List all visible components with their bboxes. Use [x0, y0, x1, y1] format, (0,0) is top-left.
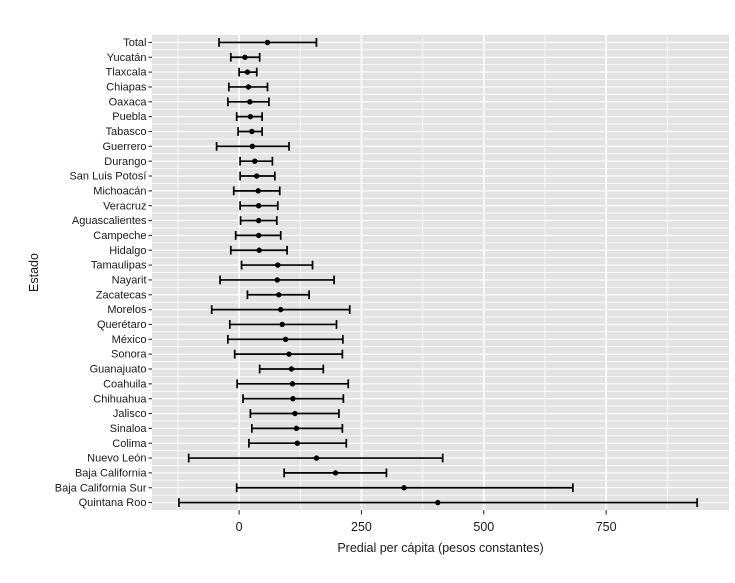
- data-point: [255, 188, 261, 194]
- y-tick-label: Morelos: [107, 304, 147, 316]
- y-tick-label: Colima: [112, 438, 147, 450]
- y-tick-label: Sonora: [111, 349, 147, 361]
- y-tick-label: Tabasco: [106, 126, 147, 138]
- data-point: [249, 128, 255, 135]
- y-tick-label: Total: [123, 37, 146, 49]
- data-point: [274, 277, 280, 283]
- y-tick-label: Campeche: [93, 230, 146, 242]
- data-point: [255, 203, 262, 209]
- data-point: [242, 54, 248, 60]
- data-point: [245, 84, 252, 90]
- data-point: [293, 425, 300, 432]
- data-point: [332, 470, 339, 476]
- y-tick-label: Chihuahua: [93, 393, 147, 405]
- y-tick-label: Zacatecas: [96, 289, 147, 301]
- y-tick-label: Oaxaca: [109, 96, 148, 108]
- y-tick-label: Jalisco: [113, 408, 147, 420]
- data-point: [279, 321, 285, 328]
- data-point: [276, 292, 282, 298]
- data-point: [264, 39, 271, 46]
- y-tick-label: San Luis Potosí: [69, 171, 146, 183]
- data-point: [247, 99, 253, 105]
- data-point: [244, 69, 251, 75]
- data-point: [249, 143, 256, 150]
- y-tick-label: Aguascalientes: [72, 215, 147, 227]
- data-point: [254, 173, 260, 179]
- y-tick-label: Baja California: [75, 467, 147, 479]
- y-axis-title: Estado: [27, 253, 41, 292]
- x-tick-label: 750: [596, 520, 617, 534]
- data-point: [247, 113, 254, 120]
- data-point: [288, 366, 295, 372]
- data-point: [289, 381, 296, 387]
- data-point: [256, 247, 262, 253]
- x-tick-label: 500: [473, 520, 494, 534]
- data-point: [401, 485, 407, 491]
- data-point: [290, 395, 296, 402]
- data-point: [278, 306, 284, 313]
- y-tick-label: Coahuila: [103, 378, 147, 390]
- y-tick-label: Guanajuato: [90, 364, 147, 376]
- y-tick-label: Durango: [104, 156, 146, 168]
- y-tick-label: Baja California Sur: [55, 482, 147, 494]
- y-tick-label: Chiapas: [106, 82, 147, 94]
- x-tick-label: 250: [351, 520, 372, 534]
- data-point: [313, 455, 320, 461]
- x-tick-label: 0: [236, 520, 243, 534]
- x-axis-title: Predial per cápita (pesos constantes): [337, 541, 543, 555]
- y-tick-label: Veracruz: [103, 200, 146, 212]
- y-tick-label: México: [112, 334, 147, 346]
- data-point: [252, 158, 258, 164]
- y-tick-label: Hidalgo: [109, 245, 146, 257]
- y-tick-label: Nayarit: [112, 275, 147, 287]
- data-point: [282, 336, 289, 342]
- data-point: [275, 262, 281, 268]
- y-tick-label: Sinaloa: [110, 423, 148, 435]
- data-point: [292, 410, 298, 417]
- y-tick-label: Michoacán: [93, 185, 146, 197]
- y-tick-label: Nuevo León: [87, 453, 146, 465]
- data-point: [294, 440, 301, 446]
- y-tick-label: Tamaulipas: [91, 260, 147, 272]
- y-tick-label: Querétaro: [97, 319, 147, 331]
- data-point: [255, 217, 262, 224]
- y-tick-label: Guerrero: [102, 141, 146, 153]
- data-point: [435, 499, 441, 506]
- y-tick-label: Puebla: [112, 111, 147, 123]
- data-point: [255, 232, 262, 239]
- y-tick-label: Tlaxcala: [106, 67, 148, 79]
- y-tick-label: Quintana Roo: [79, 497, 147, 509]
- y-tick-label: Yucatán: [107, 52, 147, 64]
- data-point: [286, 351, 292, 357]
